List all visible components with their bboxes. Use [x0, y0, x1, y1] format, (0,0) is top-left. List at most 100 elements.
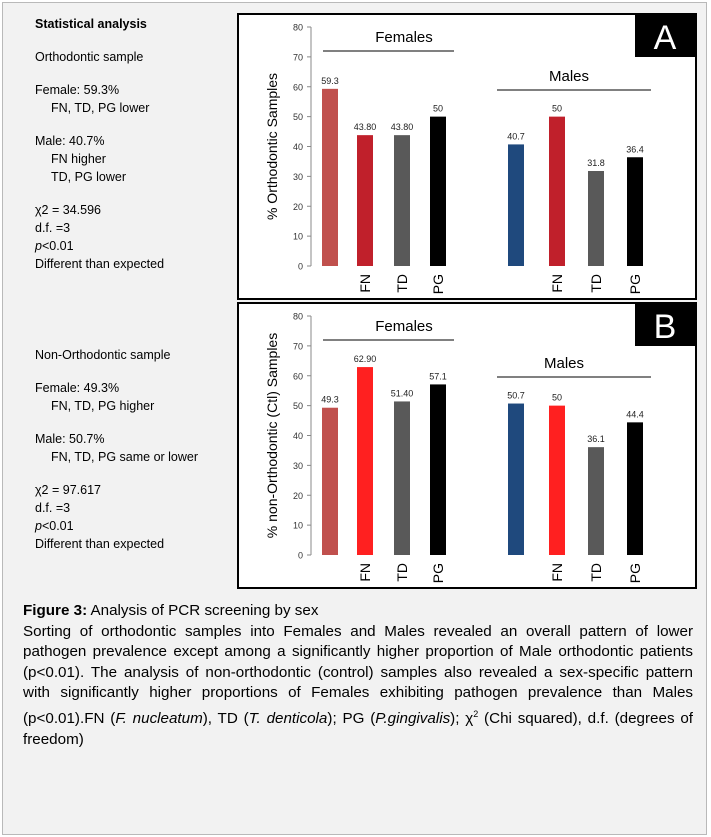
y-tick-label: 60 [293, 82, 303, 92]
y-axis-label: % Orthodontic Samples [264, 73, 280, 220]
bar [394, 401, 410, 555]
bar-value-label: 59.3 [321, 76, 339, 86]
bar [322, 407, 338, 555]
nonortho-female: Female: 49.3% [35, 381, 120, 395]
bar [627, 157, 643, 266]
y-tick-label: 0 [298, 262, 303, 272]
ortho-df: d.f. =3 [35, 221, 71, 235]
ortho-conclusion: Different than expected [35, 257, 165, 271]
nonortho-title: Non-Orthodontic sample [35, 348, 171, 362]
y-axis-label: % non-Orthodontic (Ctl) Samples [264, 333, 280, 538]
ortho-title: Orthodontic sample [35, 50, 144, 64]
y-tick-label: 10 [293, 232, 303, 242]
bar-value-label: 50 [552, 393, 562, 403]
y-tick-label: 20 [293, 491, 303, 501]
bar [588, 170, 604, 266]
ortho-female: Female: 59.3% [35, 83, 120, 97]
ortho-male: Male: 40.7% [35, 134, 105, 148]
x-tick-label: TD [588, 563, 604, 582]
bar [394, 135, 410, 266]
y-tick-label: 10 [293, 521, 303, 531]
bar [627, 422, 643, 555]
chart-a: 0 10 20 30 40 50 60 70 80 % Orthodontic Samples 59… [264, 15, 695, 294]
caption-body: Sorting of orthodontic samples into Fema… [23, 622, 694, 748]
x-tick-label: TD [394, 563, 410, 582]
bar-value-label: 49.3 [321, 395, 339, 405]
bar [508, 144, 524, 266]
figure-caption: Figure 3: Analysis of PCR screening by s… [23, 601, 693, 750]
ortho-stats-text: Statistical analysis Orthodontic sample … [35, 15, 164, 273]
ortho-male-detail-2: TD, PG lower [51, 170, 127, 184]
x-tick-label: PG [430, 563, 446, 583]
bar [357, 135, 373, 266]
y-tick-label: 80 [293, 23, 303, 33]
y-tick-label: 70 [293, 341, 303, 351]
bar-value-label: 57.1 [429, 371, 447, 381]
group-label-males: Males [544, 355, 584, 372]
x-tick-label: FN [357, 274, 373, 293]
bar [549, 405, 565, 555]
nonortho-male-detail: FN, TD, PG same or lower [51, 450, 199, 464]
y-tick-label: 40 [293, 142, 303, 152]
chart-panel-b: 0 10 20 30 40 50 60 70 80 % non-Orthodontic (Ctl)… [237, 302, 697, 589]
y-tick-label: 30 [293, 172, 303, 182]
nonortho-stats-text: Non-Orthodontic sample Female: 49.3% FN,… [35, 346, 198, 553]
bar-value-label: 40.7 [507, 131, 525, 141]
x-tick-label: TD [588, 274, 604, 293]
bar [588, 447, 604, 555]
y-tick-label: 50 [293, 112, 303, 122]
bar [508, 403, 524, 555]
nonortho-p: p<0.01 [35, 519, 74, 533]
x-tick-label: PG [627, 274, 643, 294]
nonortho-female-detail: FN, TD, PG higher [51, 399, 155, 413]
chart-panel-a: 0 10 20 30 40 50 60 70 80 % Orthodontic Samples 59… [237, 13, 697, 300]
group-label-females: Females [375, 29, 433, 46]
caption-title-rest: Analysis of PCR screening by sex [87, 602, 319, 619]
panel-letter: A [654, 19, 677, 57]
bar [322, 88, 338, 266]
y-tick-label: 0 [298, 551, 303, 561]
bar-value-label: 50.7 [507, 391, 525, 401]
bar-value-label: 50 [552, 104, 562, 114]
nonortho-chi: χ2 = 97.617 [35, 483, 101, 497]
group-label-females: Females [375, 318, 433, 335]
y-tick-label: 50 [293, 401, 303, 411]
bar-value-label: 43.80 [391, 122, 414, 132]
panel-letter: B [654, 308, 677, 346]
nonortho-conclusion: Different than expected [35, 537, 165, 551]
group-label-males: Males [549, 68, 589, 85]
x-tick-label: FN [549, 274, 565, 293]
bar-value-label: 36.4 [626, 144, 644, 154]
y-tick-label: 80 [293, 312, 303, 322]
stats-heading: Statistical analysis [35, 17, 147, 31]
bar-value-label: 51.40 [391, 388, 414, 398]
bar-value-label: 31.8 [587, 158, 605, 168]
bar-value-label: 44.4 [626, 409, 644, 419]
bar-value-label: 50 [433, 104, 443, 114]
y-tick-label: 30 [293, 461, 303, 471]
ortho-male-detail-1: FN higher [51, 152, 106, 166]
panel-letter-box [635, 15, 695, 57]
y-tick-label: 60 [293, 371, 303, 381]
bar [430, 116, 446, 266]
bar-value-label: 36.1 [587, 434, 605, 444]
panel-letter-box [635, 304, 695, 346]
caption-title-line: Figure 3: Analysis of PCR screening by s… [23, 601, 693, 622]
chart-b: 0 10 20 30 40 50 60 70 80 % non-Orthodontic (Ctl)… [264, 304, 695, 583]
ortho-chi: χ2 = 34.596 [35, 203, 101, 217]
x-tick-label: TD [394, 274, 410, 293]
y-tick-label: 70 [293, 52, 303, 62]
bar [357, 367, 373, 555]
nonortho-male: Male: 50.7% [35, 432, 105, 446]
caption-title: Figure 3: [23, 602, 88, 619]
bar-value-label: 62.90 [354, 354, 377, 364]
bar-value-label: 43.80 [354, 122, 377, 132]
ortho-female-detail: FN, TD, PG lower [51, 101, 150, 115]
bar [549, 116, 565, 266]
y-tick-label: 20 [293, 202, 303, 212]
bar [430, 384, 446, 555]
x-tick-label: FN [357, 563, 373, 582]
y-tick-label: 40 [293, 431, 303, 441]
ortho-p: p<0.01 [35, 239, 74, 253]
